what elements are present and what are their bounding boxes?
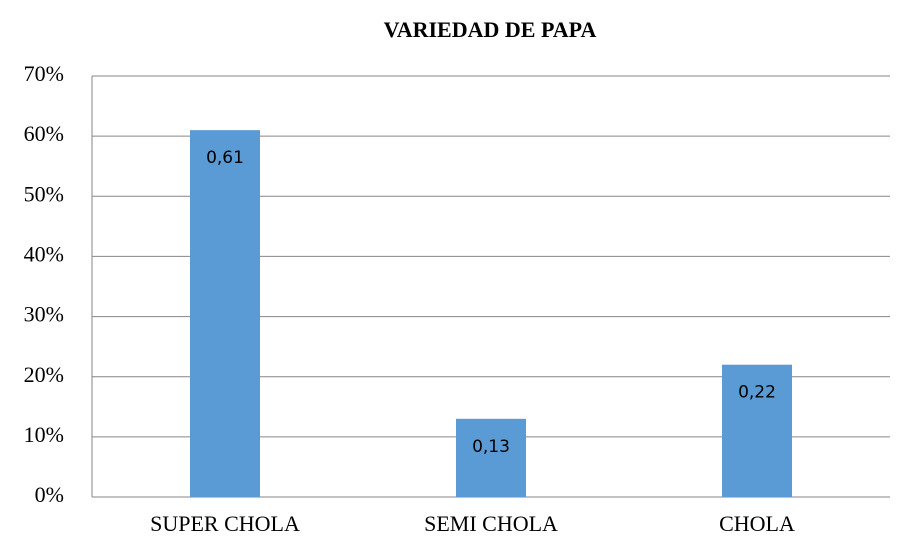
x-tick-label: SUPER CHOLA <box>150 511 300 536</box>
y-tick-label: 70% <box>24 61 64 86</box>
y-tick-label: 10% <box>24 422 64 447</box>
bar <box>190 130 260 497</box>
y-tick-label: 20% <box>24 362 64 387</box>
data-label: 0,61 <box>206 148 244 168</box>
y-tick-label: 50% <box>24 181 64 206</box>
y-tick-label: 40% <box>24 241 64 266</box>
bar <box>722 364 792 497</box>
y-tick-label: 30% <box>24 302 64 327</box>
chart-title: VARIEDAD DE PAPA <box>384 17 597 42</box>
y-tick-label: 60% <box>24 121 64 146</box>
bar <box>456 418 526 497</box>
x-tick-label: CHOLA <box>719 511 795 536</box>
data-label: 0,13 <box>472 437 510 457</box>
data-label: 0,22 <box>738 383 776 403</box>
x-tick-label: SEMI CHOLA <box>424 511 558 536</box>
y-tick-label: 0% <box>35 482 64 507</box>
